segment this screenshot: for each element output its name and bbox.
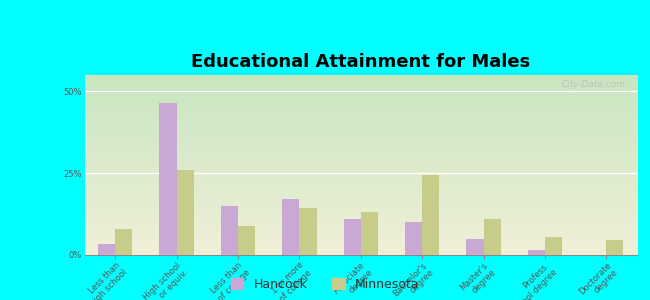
- Bar: [545, 237, 562, 255]
- Bar: [361, 212, 378, 255]
- Bar: [606, 240, 623, 255]
- Bar: [282, 200, 300, 255]
- Bar: [484, 219, 501, 255]
- Bar: [422, 175, 439, 255]
- Bar: [98, 244, 115, 255]
- Bar: [177, 170, 194, 255]
- Bar: [238, 226, 255, 255]
- Bar: [300, 208, 317, 255]
- Text: City-Data.com: City-Data.com: [562, 80, 626, 89]
- Bar: [466, 238, 484, 255]
- Legend: Hancock, Minnesota: Hancock, Minnesota: [231, 278, 419, 291]
- Bar: [159, 103, 177, 255]
- Bar: [115, 229, 133, 255]
- Bar: [528, 250, 545, 255]
- Bar: [221, 206, 238, 255]
- Title: Educational Attainment for Males: Educational Attainment for Males: [191, 53, 530, 71]
- Bar: [405, 222, 422, 255]
- Bar: [344, 219, 361, 255]
